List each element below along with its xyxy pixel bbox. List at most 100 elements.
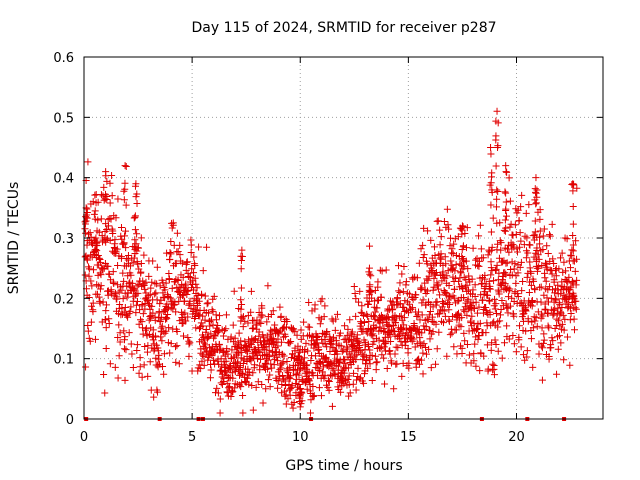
data-point [314,365,322,373]
data-point [458,230,466,238]
data-point [344,375,352,383]
data-point [204,299,212,307]
data-point [365,342,372,350]
data-point [444,221,452,229]
data-point [489,214,497,222]
data-point [239,359,247,367]
data-point [455,277,463,285]
data-point [96,255,104,263]
data-point [173,327,181,335]
data-point [274,357,282,365]
data-point [100,183,108,191]
data-point [487,271,495,279]
data-point [452,252,460,260]
data-point [112,289,120,297]
data-point [517,203,525,211]
data-point [255,328,263,336]
data-point [436,291,444,299]
data-point [472,256,480,264]
data-point [131,226,139,234]
data-point [360,379,368,387]
data-point [543,294,551,302]
data-point [555,332,563,340]
data-point [487,150,495,158]
data-point [121,333,129,341]
data-point [525,201,533,209]
data-point [199,267,207,275]
data-point [563,235,571,243]
data-point [571,267,579,275]
data-point [487,264,495,272]
data-point [505,248,513,256]
data-point [532,199,540,207]
data-point [237,296,245,304]
y-tick-label: 0.1 [53,353,74,368]
data-point [432,360,440,368]
data-point [274,342,282,350]
data-point [442,260,450,268]
data-point [230,287,238,295]
data-point [555,317,563,325]
data-point [517,258,525,266]
data-point [501,216,509,224]
data-point [488,186,496,194]
data-point [495,290,503,298]
data-point [350,369,358,377]
data-point [474,262,482,270]
data-point [419,349,427,357]
data-point [179,292,187,300]
data-point [331,326,339,334]
data-point [171,298,179,306]
data-point [238,348,246,356]
data-point [548,334,556,342]
data-point [567,251,575,259]
data-point [516,243,524,251]
data-point [544,322,552,330]
data-point [103,192,111,200]
data-point [559,311,567,319]
data-point [130,254,138,262]
y-tick-label: 0.4 [53,172,74,187]
data-point [182,266,190,274]
data-point [434,217,442,225]
data-point [289,404,297,412]
data-point [535,350,543,358]
data-point [426,335,434,343]
data-point [235,329,243,337]
data-point [325,386,333,394]
data-point [456,260,464,268]
data-point [234,358,242,366]
data-point [400,314,408,322]
data-point [257,355,265,363]
data-point [112,214,120,222]
data-point [349,380,357,388]
data-point [539,245,547,253]
data-point [472,362,480,370]
data-point [135,281,143,289]
data-point [335,362,343,370]
data-point [321,372,329,380]
data-point [167,250,175,258]
data-point [549,337,557,345]
data-point [110,280,118,288]
data-point [191,274,199,282]
data-point [502,168,510,176]
data-point [200,352,208,360]
data-point [203,243,211,251]
data-point [173,229,181,237]
data-point [413,313,421,321]
data-point [324,376,332,384]
data-point [313,333,321,341]
data-point [539,312,547,320]
x-tick-label: 0 [80,430,88,445]
data-point [492,265,500,273]
data-point [458,222,466,230]
data-point [91,335,99,343]
data-point [532,313,540,321]
data-point [554,345,562,353]
data-point [234,349,242,357]
data-point [190,269,198,277]
data-point [384,313,392,321]
data-point [380,343,388,351]
data-point [132,180,140,188]
